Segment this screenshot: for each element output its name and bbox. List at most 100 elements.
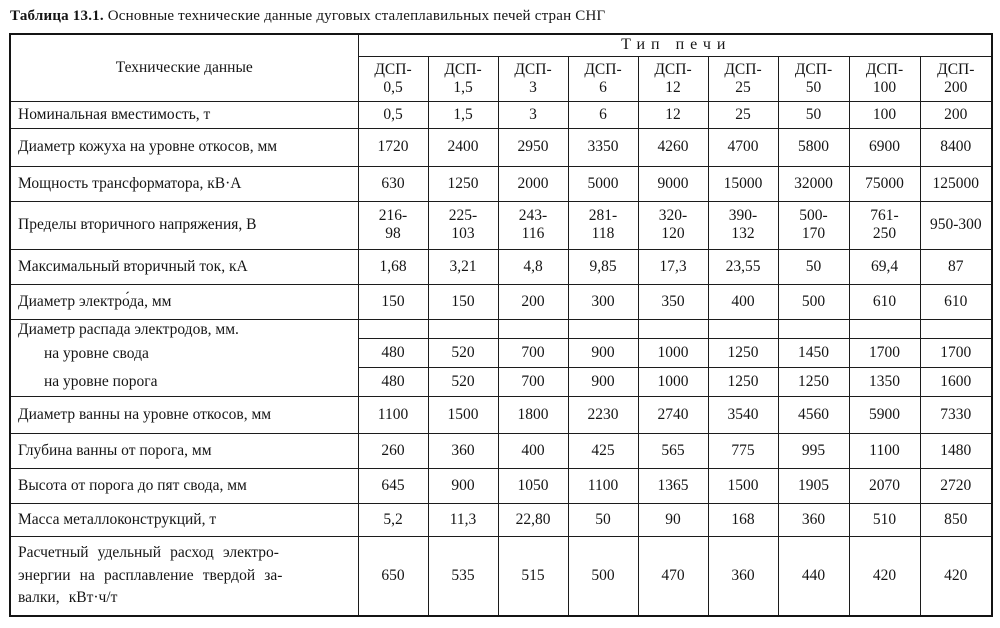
table-caption-number: Таблица 13.1. <box>10 8 104 24</box>
row-label: Диаметр ванны на уровне откосов, мм <box>9 395 359 434</box>
value-cell: 510 <box>848 502 921 537</box>
value-cell: 360 <box>707 535 779 617</box>
value-cell: 1000 <box>637 338 709 369</box>
value-cell-empty <box>707 318 779 340</box>
value-cell: 9,85 <box>567 248 639 285</box>
table-row: Расчетный удельный расход электро- энерг… <box>9 535 993 617</box>
column-header-type-3: ДСП- 6 <box>567 55 639 102</box>
table-row: Диаметр электро́да, мм 150 150 200 300 350 400… <box>9 283 993 320</box>
value-cell: 1350 <box>848 367 921 397</box>
row-label-group: Диаметр распада электродов, мм. на уровне… <box>9 318 359 397</box>
row-label: Диаметр кожуха на уровне откосов, мм <box>9 127 359 167</box>
value-cell: 23,55 <box>707 248 779 285</box>
value-cell: 700 <box>497 338 569 369</box>
row-label: Глубина ванны от порога, мм <box>9 432 359 469</box>
furnace-spec-table: Технические данные Тип печи ДСП- 0,5 ДСП-… <box>9 33 994 618</box>
value-cell-empty <box>497 318 569 340</box>
value-cell: 4260 <box>637 127 709 167</box>
value-cell: 1100 <box>567 467 639 504</box>
value-cell: 4560 <box>777 395 850 434</box>
value-cell: 2400 <box>427 127 499 167</box>
value-cell: 150 <box>427 283 499 320</box>
value-cell: 1500 <box>707 467 779 504</box>
value-cell: 500 <box>777 283 850 320</box>
row-label-line: Диаметр распада электродов, мм. <box>18 320 239 338</box>
row-label-line: на уровне свода <box>44 344 149 362</box>
value-cell: 2950 <box>497 127 569 167</box>
value-cell: 216- 98 <box>357 200 429 250</box>
value-cell: 1050 <box>497 467 569 504</box>
value-cell: 3350 <box>567 127 639 167</box>
value-cell: 360 <box>427 432 499 469</box>
value-cell: 480 <box>357 338 429 369</box>
table-row-group-head: Диаметр распада электродов, мм. на уровне… <box>9 318 993 397</box>
value-cell: 90 <box>637 502 709 537</box>
value-cell: 8400 <box>919 127 993 167</box>
value-cell: 900 <box>567 338 639 369</box>
value-cell: 1250 <box>777 367 850 397</box>
value-cell: 5900 <box>848 395 921 434</box>
value-cell: 900 <box>567 367 639 397</box>
value-cell-empty <box>357 318 429 340</box>
row-label: Высота от порога до пят свода, мм <box>9 467 359 504</box>
value-cell: 50 <box>777 248 850 285</box>
table-caption: Таблица 13.1. Основные технические данны… <box>10 8 991 25</box>
value-cell: 360 <box>777 502 850 537</box>
value-cell: 565 <box>637 432 709 469</box>
row-label-line: на уровне порога <box>44 372 158 390</box>
value-cell: 125000 <box>919 165 993 202</box>
group-header-row: Технические данные Тип печи <box>9 33 993 102</box>
column-header-furnace-type: Тип печи <box>357 33 993 57</box>
value-cell: 440 <box>777 535 850 617</box>
value-cell: 610 <box>848 283 921 320</box>
table-header: Технические данные Тип печи ДСП- 0,5 ДСП-… <box>9 33 993 102</box>
value-cell: 650 <box>357 535 429 617</box>
value-cell: 950-300 <box>919 200 993 250</box>
value-cell: 1500 <box>427 395 499 434</box>
value-cell: 32000 <box>777 165 850 202</box>
value-cell: 22,80 <box>497 502 569 537</box>
value-cell: 470 <box>637 535 709 617</box>
value-cell: 1,5 <box>427 100 499 129</box>
row-label: Максимальный вторичный ток, кА <box>9 248 359 285</box>
value-cell: 25 <box>707 100 779 129</box>
value-cell: 1905 <box>777 467 850 504</box>
table-body: Номинальная вместимость, т 0,5 1,5 3 6 12 25 50… <box>9 100 993 617</box>
value-cell: 400 <box>497 432 569 469</box>
value-cell: 260 <box>357 432 429 469</box>
column-header-technical-data: Технические данные <box>9 33 359 102</box>
table-row: Пределы вторичного напряжения, В 216- 98 2… <box>9 200 993 250</box>
value-cell: 300 <box>567 283 639 320</box>
value-cell: 7330 <box>919 395 993 434</box>
value-cell: 515 <box>497 535 569 617</box>
value-cell: 75000 <box>848 165 921 202</box>
value-cell: 1480 <box>919 432 993 469</box>
value-cell: 12 <box>637 100 709 129</box>
value-cell: 4,8 <box>497 248 569 285</box>
value-cell: 5800 <box>777 127 850 167</box>
value-cell: 520 <box>427 367 499 397</box>
table-row: Глубина ванны от порога, мм 260 360 400 425 5… <box>9 432 993 469</box>
value-cell: 2000 <box>497 165 569 202</box>
value-cell: 775 <box>707 432 779 469</box>
value-cell: 1100 <box>357 395 429 434</box>
value-cell: 9000 <box>637 165 709 202</box>
column-header-type-5: ДСП- 25 <box>707 55 779 102</box>
value-cell: 17,3 <box>637 248 709 285</box>
value-cell: 6 <box>567 100 639 129</box>
value-cell: 2740 <box>637 395 709 434</box>
value-cell: 1600 <box>919 367 993 397</box>
value-cell: 15000 <box>707 165 779 202</box>
value-cell: 50 <box>567 502 639 537</box>
value-cell: 610 <box>919 283 993 320</box>
value-cell: 3540 <box>707 395 779 434</box>
value-cell: 243- 116 <box>497 200 569 250</box>
value-cell: 480 <box>357 367 429 397</box>
table-row: Номинальная вместимость, т 0,5 1,5 3 6 12 25 50… <box>9 100 993 129</box>
value-cell: 1000 <box>637 367 709 397</box>
value-cell: 200 <box>919 100 993 129</box>
row-label: Диаметр электро́да, мм <box>9 283 359 320</box>
value-cell: 4700 <box>707 127 779 167</box>
column-header-type-1: ДСП- 1,5 <box>427 55 499 102</box>
